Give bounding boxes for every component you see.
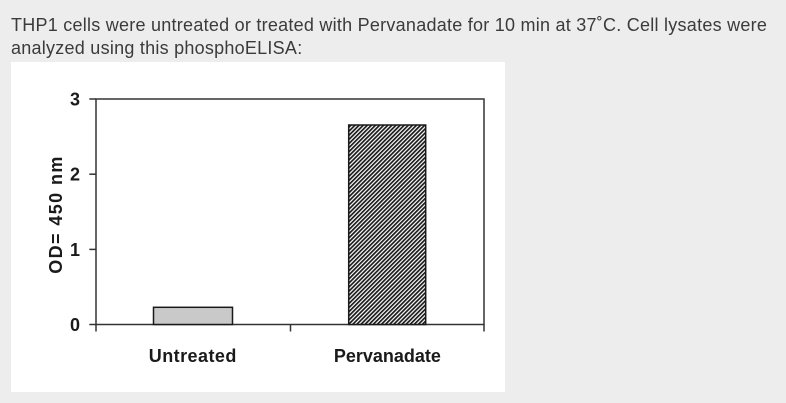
- svg-text:Untreated: Untreated: [149, 346, 237, 366]
- svg-text:OD= 450 nm: OD= 450 nm: [46, 155, 66, 274]
- svg-text:1: 1: [70, 240, 80, 260]
- svg-text:3: 3: [70, 90, 80, 110]
- svg-text:Pervanadate: Pervanadate: [334, 346, 441, 366]
- svg-text:2: 2: [70, 165, 80, 185]
- svg-text:0: 0: [70, 315, 80, 335]
